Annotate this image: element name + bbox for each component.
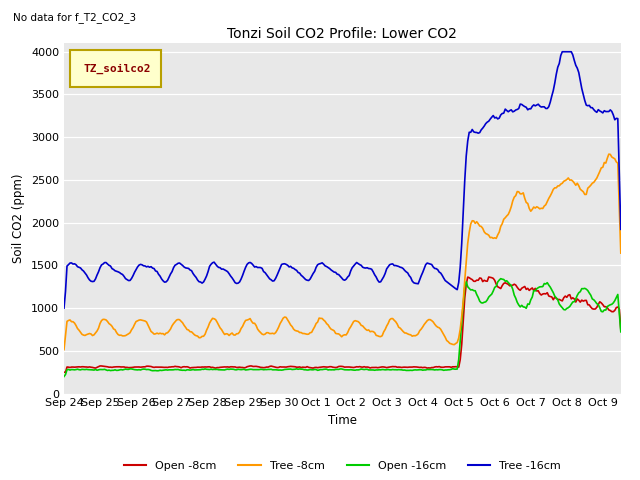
Title: Tonzi Soil CO2 Profile: Lower CO2: Tonzi Soil CO2 Profile: Lower CO2	[227, 27, 458, 41]
Legend: Open -8cm, Tree -8cm, Open -16cm, Tree -16cm: Open -8cm, Tree -8cm, Open -16cm, Tree -…	[119, 457, 566, 476]
Text: No data for f_T2_CO2_3: No data for f_T2_CO2_3	[13, 12, 136, 23]
X-axis label: Time: Time	[328, 414, 357, 427]
Text: TZ_soilco2: TZ_soilco2	[83, 63, 150, 73]
Y-axis label: Soil CO2 (ppm): Soil CO2 (ppm)	[12, 174, 26, 263]
FancyBboxPatch shape	[70, 50, 161, 87]
